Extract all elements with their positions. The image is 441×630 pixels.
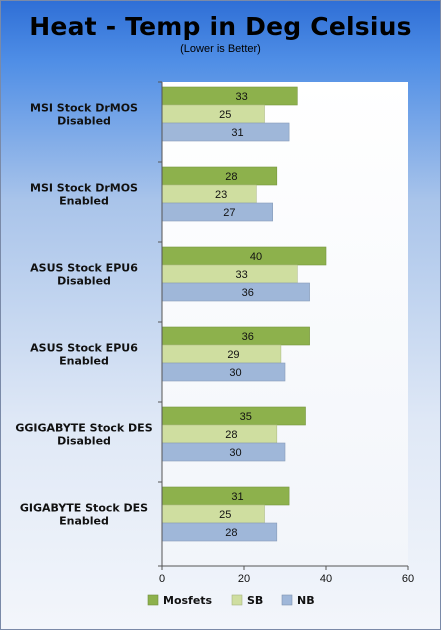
bar-mosfets [161,486,290,506]
plot-area [162,82,408,566]
data-label: 28 [225,171,237,183]
data-label: 29 [227,349,239,361]
chart-title: Heat - Temp in Deg Celsius [29,12,412,41]
bar-sb [161,344,282,364]
x-tick-label: 60 [402,573,414,585]
bar-mosfets [161,326,310,346]
x-tick-label: 0 [159,573,165,585]
data-label: 33 [236,91,248,103]
legend-swatch-mosfets [147,594,159,606]
data-label: 33 [236,269,248,281]
legend-label-nb: NB [297,594,315,607]
bar-mosfets [161,406,306,426]
bar-nb [161,522,278,542]
bar-nb [161,442,286,462]
data-label: 31 [231,127,243,139]
category-label: ASUS Stock EPU6 Disabled [30,262,138,288]
data-label: 28 [225,429,237,441]
data-label: 30 [229,367,241,379]
bar-sb [161,504,265,524]
data-label: 27 [223,207,235,219]
chart-subtitle: (Lower is Better) [180,43,261,55]
data-label: 40 [250,251,262,263]
legend-label-mosfets: Mosfets [163,594,213,607]
category-label: GIGABYTE Stock DES Enabled [20,502,148,528]
data-label: 30 [229,447,241,459]
category-label: MSI Stock DrMOS Disabled [30,102,138,128]
category-label: GGIGABYTE Stock DES Disabled [15,422,152,448]
data-label: 28 [225,527,237,539]
bar-sb [161,184,257,204]
data-label: 35 [240,411,252,423]
legend-label-sb: SB [247,594,263,607]
bar-mosfets [161,166,278,186]
bar-nb [161,282,310,302]
data-label: 36 [242,287,254,299]
x-tick-label: 40 [320,573,332,585]
bar-mosfets [161,86,298,106]
data-label: 31 [231,491,243,503]
data-label: 25 [219,509,231,521]
bar-sb [161,104,265,124]
category-label: ASUS Stock EPU6 Enabled [30,342,138,368]
bar-nb [161,202,273,222]
bar-mosfets [161,246,327,266]
data-label: 36 [242,331,254,343]
legend-swatch-sb [231,594,243,606]
bar-sb [161,424,278,444]
data-label: 23 [215,189,227,201]
bar-nb [161,122,290,142]
bar-nb [161,362,286,382]
data-label: 25 [219,109,231,121]
x-tick-label: 20 [238,573,250,585]
category-label: MSI Stock DrMOS Enabled [30,182,138,208]
legend-swatch-nb [281,594,293,606]
bar-sb [161,264,298,284]
